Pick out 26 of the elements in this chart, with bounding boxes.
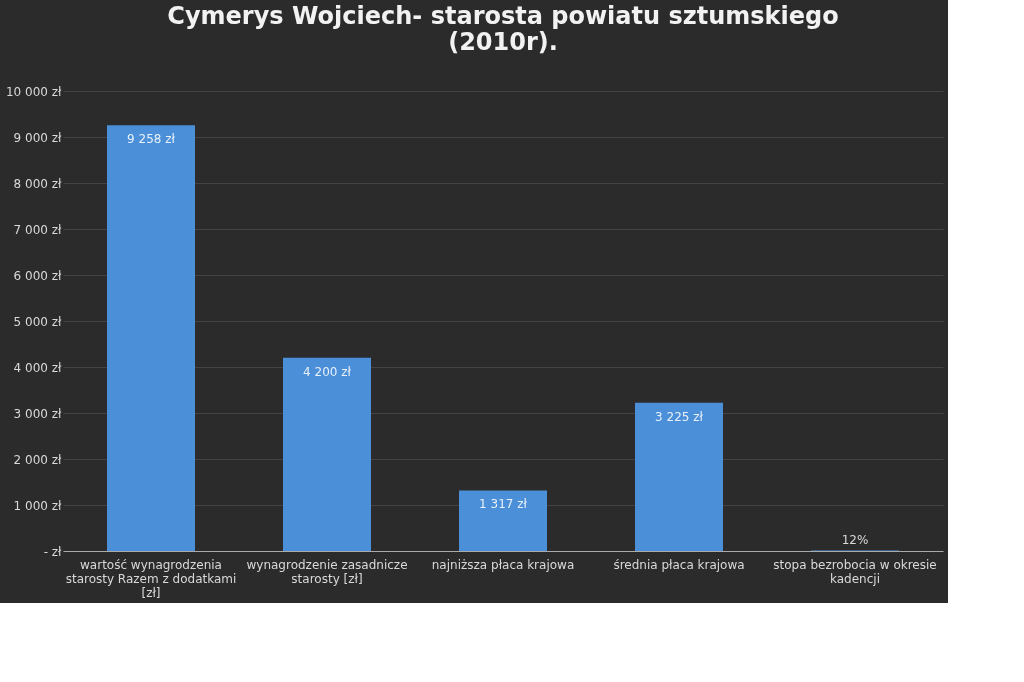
data-label: 3 225 zł — [655, 409, 704, 424]
bar — [459, 490, 547, 551]
data-label: 4 200 zł — [303, 364, 352, 379]
y-tick-label: 4 000 zł — [13, 360, 63, 375]
y-tick-label: 7 000 zł — [13, 222, 63, 237]
y-tick-label: 10 000 zł — [5, 84, 63, 99]
x-tick-label: wartość wynagrodzenia starosty Razem z dodatkami [zł] — [65, 557, 237, 600]
y-tick-label: - zł — [43, 544, 63, 559]
y-tick-label: 3 000 zł — [13, 406, 63, 421]
data-label: 12% — [841, 533, 869, 548]
y-tick-label: 9 000 zł — [13, 130, 63, 145]
x-tick-label: najniższa płaca krajowa — [431, 557, 575, 572]
y-tick-label: 5 000 zł — [13, 314, 63, 329]
data-label: 1 317 zł — [479, 497, 528, 512]
y-tick-label: 8 000 zł — [13, 176, 63, 191]
bar — [283, 357, 371, 551]
chart-title: Cymerys Wojciech- starosta powiatu sztumskiego (2010r). — [167, 2, 839, 56]
data-label: 9 258 zł — [127, 132, 176, 147]
y-tick-label: 6 000 zł — [13, 268, 63, 283]
x-tick-label: wynagrodzenie zasadnicze starosty [zł] — [246, 557, 408, 586]
x-tick-label: stopa bezrobocia w okresie kadencji — [773, 557, 937, 586]
y-tick-label: 2 000 zł — [13, 452, 63, 467]
y-tick-label: 1 000 zł — [13, 498, 63, 513]
bar — [107, 125, 195, 551]
bar — [635, 402, 723, 551]
x-tick-label: średnia płaca krajowa — [613, 557, 745, 572]
